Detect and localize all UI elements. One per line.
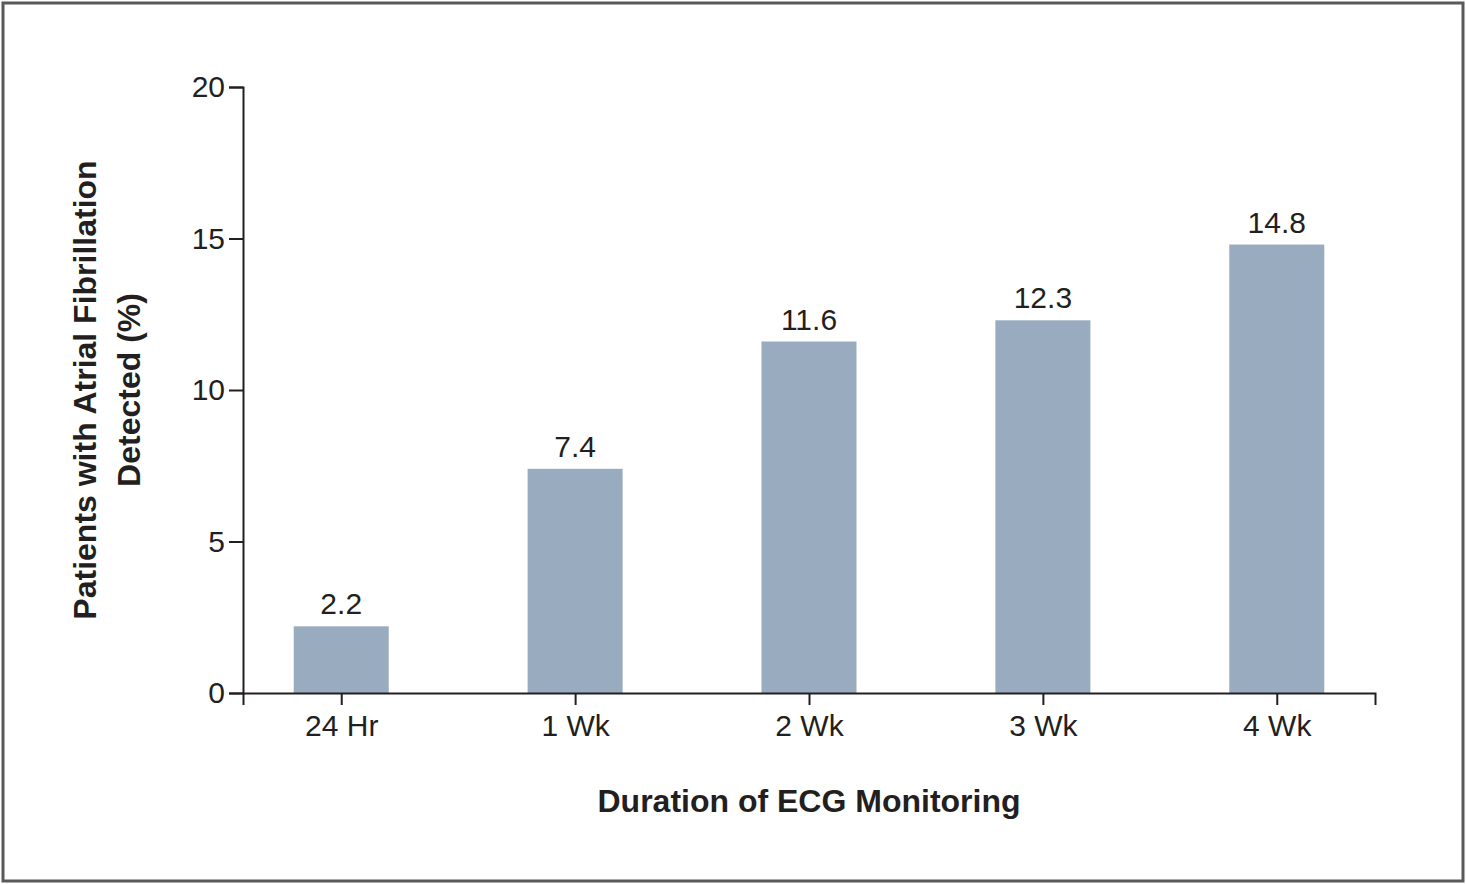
frame — [3, 3, 1463, 881]
x-tick-label: 4 Wk — [1243, 709, 1312, 742]
x-tick-mark — [341, 693, 343, 705]
y-axis: 0 5 10 15 20 — [192, 70, 244, 709]
x-tick-mark — [575, 693, 577, 705]
y-axis-title-line: Detected (%) — [111, 293, 147, 487]
data-labels: 2.2 7.4 11.6 12.3 14.8 — [320, 206, 1306, 621]
y-tick: 5 — [208, 525, 243, 558]
x-tick: 3 Wk — [1009, 693, 1078, 742]
x-tick-mark — [809, 693, 811, 705]
x-tick: 1 Wk — [541, 693, 610, 742]
bar — [528, 469, 623, 693]
data-label: 7.4 — [554, 430, 596, 463]
bar — [294, 626, 389, 693]
y-tick-label: 15 — [192, 222, 225, 255]
data-label: 2.2 — [320, 587, 362, 620]
y-axis-line — [229, 88, 244, 694]
y-tick: 15 — [192, 222, 243, 255]
y-tick-label: 0 — [208, 676, 225, 709]
x-tick-label: 2 Wk — [775, 709, 844, 742]
x-tick-mark — [1042, 693, 1044, 705]
x-tick-label: 24 Hr — [305, 709, 378, 742]
y-tick-label: 20 — [192, 70, 225, 103]
x-axis-line — [244, 694, 1376, 706]
x-tick: 24 Hr — [305, 693, 378, 742]
y-tick-mark — [229, 693, 243, 695]
bar — [762, 342, 857, 693]
bar — [995, 320, 1090, 693]
x-tick: 2 Wk — [775, 693, 844, 742]
x-tick-label: 1 Wk — [541, 709, 610, 742]
y-axis-title-line: Patients with Atrial Fibrillation — [67, 160, 103, 619]
y-axis-title: Patients with Atrial FibrillationDetecte… — [67, 160, 147, 619]
y-tick: 0 — [208, 676, 243, 709]
y-tick-label: 5 — [208, 525, 225, 558]
y-tick-mark — [229, 541, 243, 543]
x-tick: 4 Wk — [1243, 693, 1312, 742]
y-tick: 20 — [192, 70, 243, 103]
x-axis: 24 Hr 1 Wk 2 Wk 3 Wk 4 Wk — [244, 693, 1376, 742]
y-tick-label: 10 — [192, 373, 225, 406]
y-tick-mark — [229, 390, 243, 392]
y-tick: 10 — [192, 373, 243, 406]
y-tick-mark — [229, 87, 243, 89]
x-tick-label: 3 Wk — [1009, 709, 1078, 742]
data-label: 14.8 — [1248, 206, 1306, 239]
chart-svg: 2.2 7.4 11.6 12.3 14.8 0 5 10 15 20 24 Hr 1 Wk 2 Wk 3… — [0, 0, 1466, 884]
data-label: 12.3 — [1014, 281, 1072, 314]
data-label: 11.6 — [781, 303, 837, 336]
y-tick-mark — [229, 238, 243, 240]
bars — [294, 245, 1325, 693]
x-tick-mark — [1276, 693, 1278, 705]
x-axis-title: Duration of ECG Monitoring — [597, 783, 1020, 819]
bar — [1229, 245, 1324, 693]
